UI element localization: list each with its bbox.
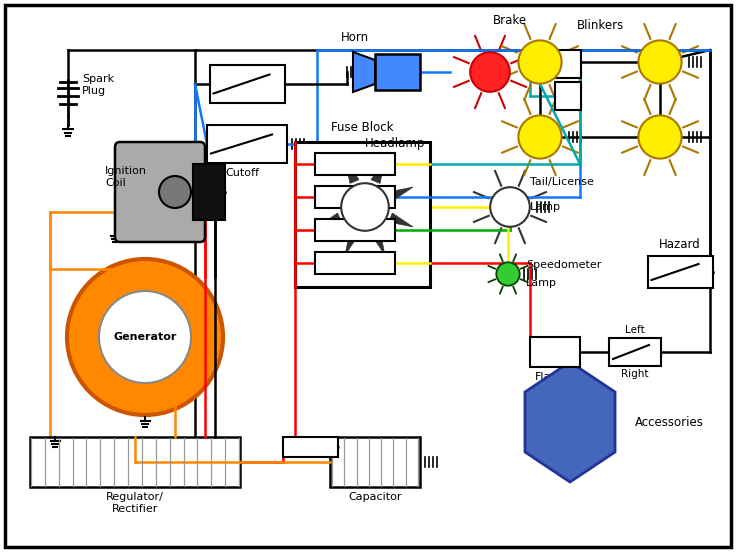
Text: Right: Right (621, 369, 648, 379)
FancyBboxPatch shape (115, 142, 205, 242)
FancyBboxPatch shape (210, 65, 285, 103)
Text: Horn: Horn (341, 31, 369, 44)
Circle shape (638, 40, 682, 83)
FancyBboxPatch shape (315, 219, 395, 241)
FancyBboxPatch shape (315, 153, 395, 175)
Text: Blinkers: Blinkers (576, 19, 623, 32)
Circle shape (496, 262, 520, 286)
Text: Flasher: Flasher (534, 372, 576, 382)
Text: Brake: Brake (493, 14, 527, 27)
Polygon shape (345, 231, 359, 255)
Circle shape (159, 176, 191, 208)
FancyBboxPatch shape (5, 5, 731, 547)
Text: Headlamp: Headlamp (365, 137, 425, 150)
Text: Capacitor: Capacitor (348, 492, 402, 502)
FancyBboxPatch shape (330, 437, 420, 487)
Text: Cutoff: Cutoff (225, 168, 259, 178)
Text: Speedometer: Speedometer (526, 260, 601, 270)
Polygon shape (353, 52, 375, 92)
FancyBboxPatch shape (555, 50, 581, 78)
Circle shape (638, 115, 682, 158)
Text: Ignition
Coil: Ignition Coil (105, 166, 147, 188)
Circle shape (67, 259, 223, 415)
FancyBboxPatch shape (609, 338, 661, 366)
Text: Lamp: Lamp (530, 202, 561, 212)
Polygon shape (345, 159, 359, 183)
Circle shape (99, 291, 191, 383)
Text: Accessories: Accessories (635, 416, 704, 428)
Text: 3A: 3A (347, 192, 363, 202)
FancyBboxPatch shape (530, 337, 580, 367)
Circle shape (518, 115, 562, 158)
Text: Generator: Generator (113, 332, 177, 342)
FancyBboxPatch shape (648, 256, 712, 288)
Circle shape (342, 183, 389, 231)
FancyBboxPatch shape (30, 437, 240, 487)
Text: Tail/License: Tail/License (530, 177, 594, 187)
FancyBboxPatch shape (283, 437, 338, 457)
Text: Hazard: Hazard (659, 238, 701, 251)
Text: Regulator/
Rectifier: Regulator/ Rectifier (106, 492, 164, 513)
Polygon shape (317, 213, 342, 227)
Polygon shape (371, 159, 385, 183)
Polygon shape (525, 362, 615, 482)
Text: 5A: 5A (347, 258, 363, 268)
Polygon shape (317, 187, 342, 201)
FancyBboxPatch shape (295, 142, 430, 287)
Text: Left: Left (625, 325, 645, 335)
FancyBboxPatch shape (193, 164, 225, 220)
Text: 5A: 5A (347, 159, 363, 169)
Polygon shape (371, 231, 385, 255)
Polygon shape (389, 187, 413, 201)
Text: Fuse Block: Fuse Block (331, 121, 394, 134)
FancyBboxPatch shape (207, 125, 287, 163)
Polygon shape (389, 213, 413, 227)
FancyBboxPatch shape (315, 252, 395, 274)
Text: 15A: 15A (299, 442, 321, 452)
Text: 2A: 2A (347, 225, 363, 235)
Circle shape (518, 40, 562, 83)
FancyBboxPatch shape (315, 186, 395, 208)
Text: Spark
Plug: Spark Plug (82, 74, 114, 96)
Text: Lamp: Lamp (526, 278, 557, 288)
FancyBboxPatch shape (375, 54, 420, 90)
FancyBboxPatch shape (555, 82, 581, 110)
Circle shape (490, 187, 530, 227)
Circle shape (470, 52, 510, 92)
